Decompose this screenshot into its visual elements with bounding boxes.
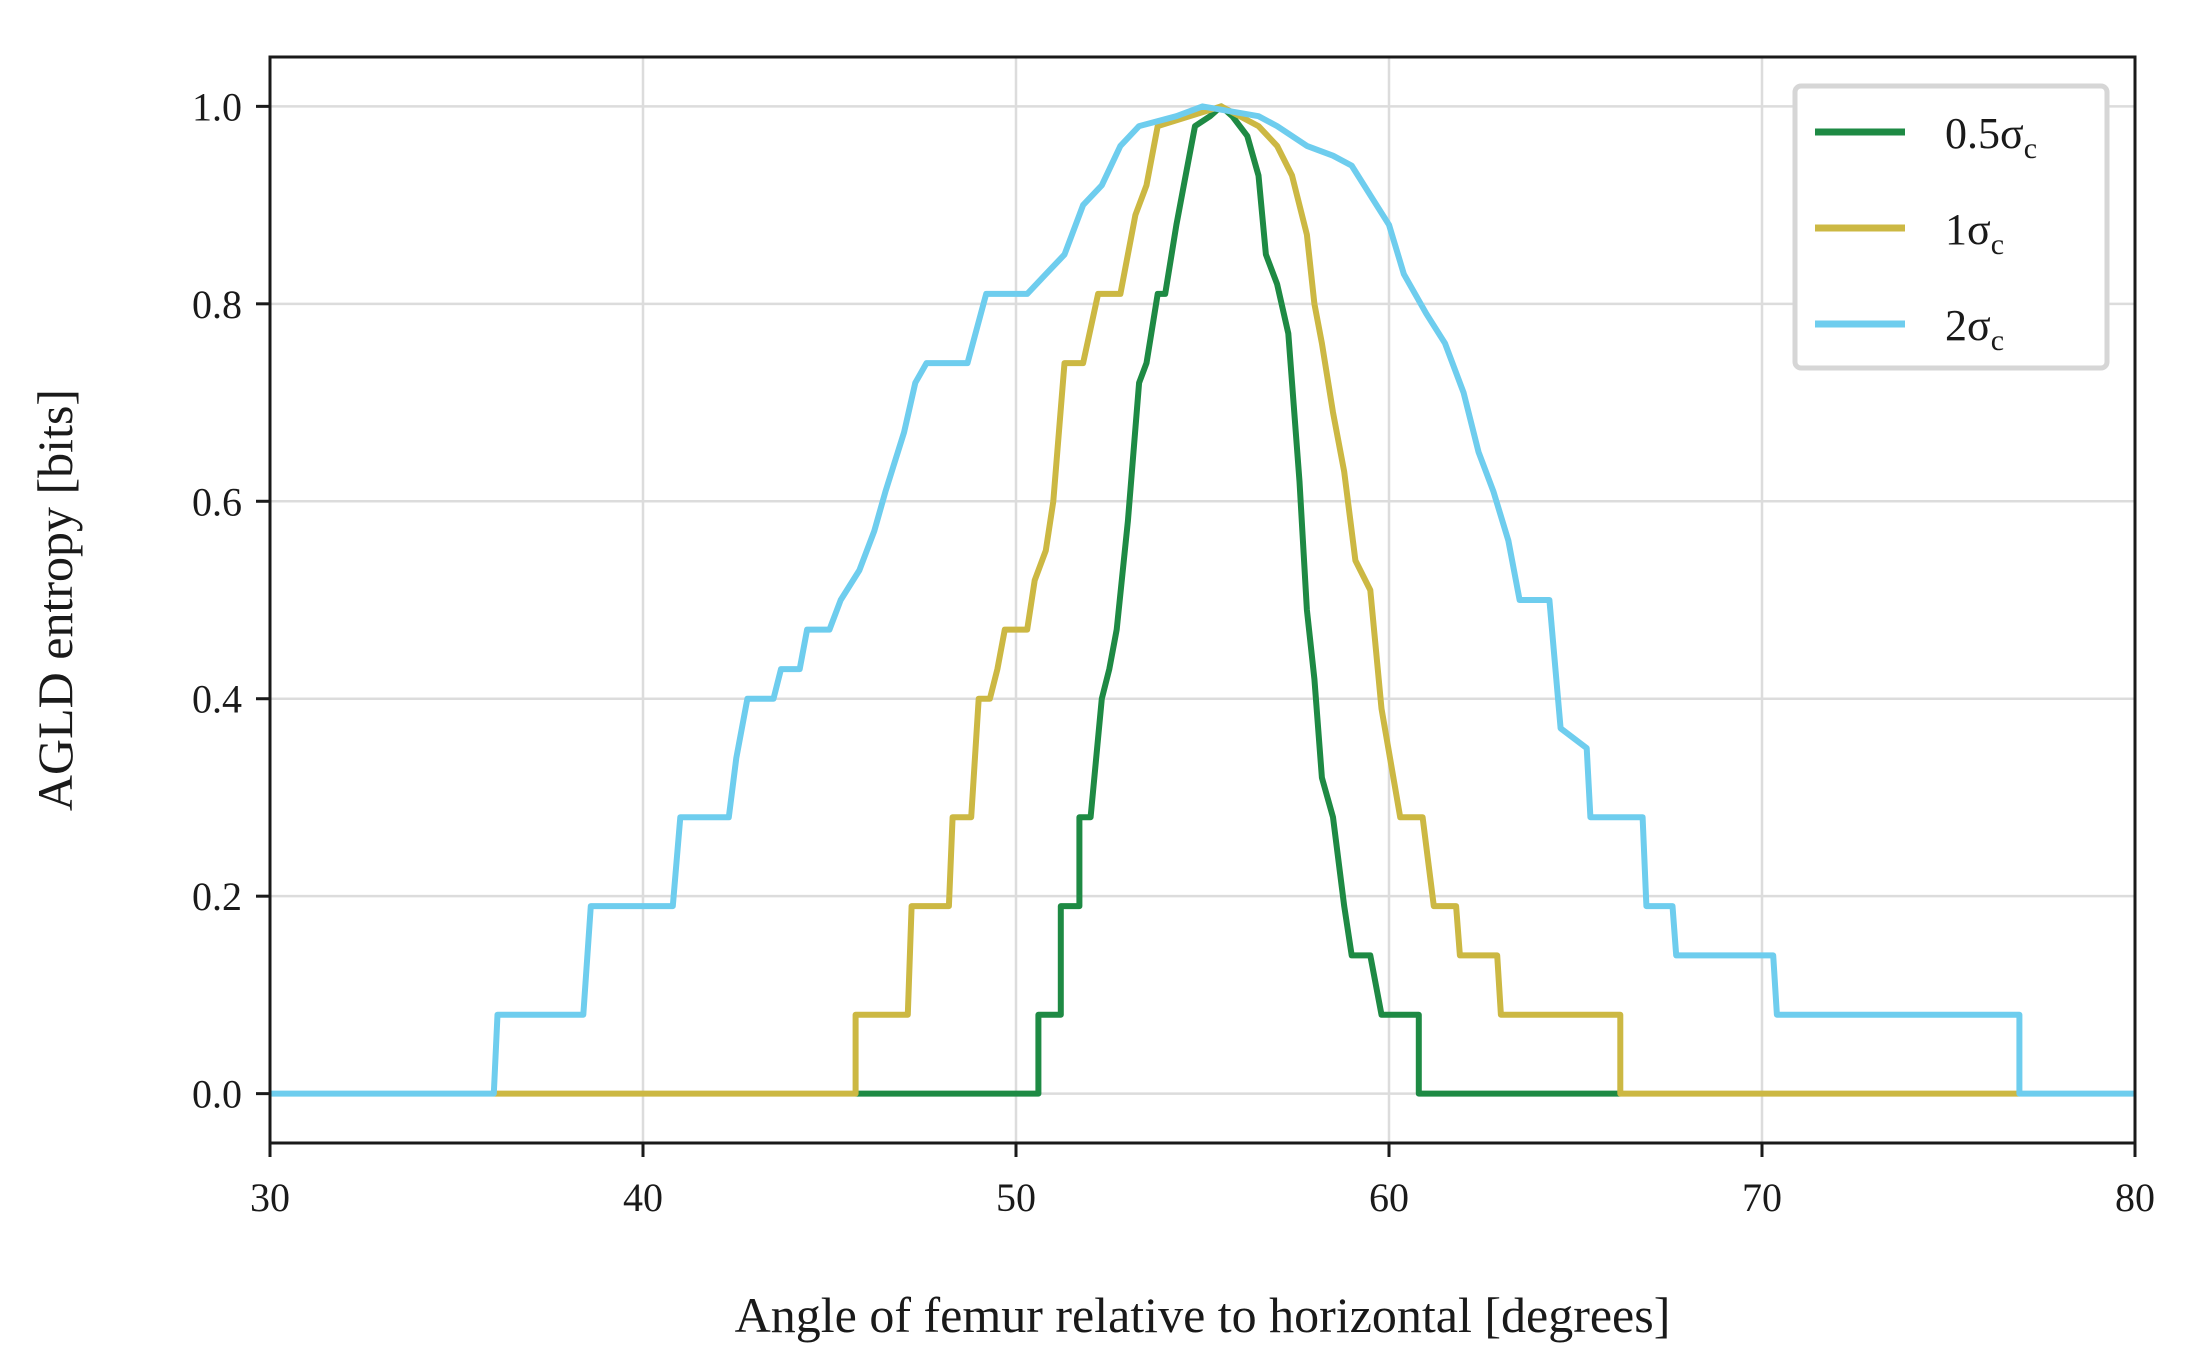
y-tick-label: 0.0 <box>192 1072 242 1117</box>
x-tick-label: 30 <box>250 1175 290 1220</box>
y-axis-ticks: 0.0 0.2 0.4 0.6 0.8 1.0 <box>192 84 270 1117</box>
x-axis-ticks: 30 40 50 60 70 80 <box>250 1143 2155 1220</box>
series-lines <box>270 103 2135 1097</box>
y-axis-title: AGLD entropy [bits] <box>27 389 83 811</box>
series-line-2 <box>270 103 2135 1097</box>
x-tick-label: 60 <box>1369 1175 1409 1220</box>
x-tick-label: 70 <box>1742 1175 1782 1220</box>
y-tick-label: 0.4 <box>192 677 242 722</box>
legend-label-1: 1σc <box>1945 205 2004 261</box>
x-tick-label: 40 <box>623 1175 663 1220</box>
y-tick-label: 1.0 <box>192 84 242 129</box>
x-tick-label: 80 <box>2115 1175 2155 1220</box>
y-tick-label: 0.8 <box>192 282 242 327</box>
legend-label-2: 2σc <box>1945 301 2004 357</box>
y-tick-label: 0.6 <box>192 479 242 524</box>
legend-box <box>1792 83 2110 371</box>
y-tick-label: 0.2 <box>192 874 242 919</box>
legend-label-0: 0.5σc <box>1945 109 2037 165</box>
legend: 0.5σc 1σc 2σc <box>1792 83 2110 371</box>
plot-frame <box>268 55 2137 1145</box>
x-tick-label: 50 <box>996 1175 1036 1220</box>
series-line-1 <box>493 103 2020 1097</box>
x-axis-title: Angle of femur relative to horizontal [d… <box>735 1287 1671 1343</box>
series-line-0 <box>855 103 1621 1097</box>
